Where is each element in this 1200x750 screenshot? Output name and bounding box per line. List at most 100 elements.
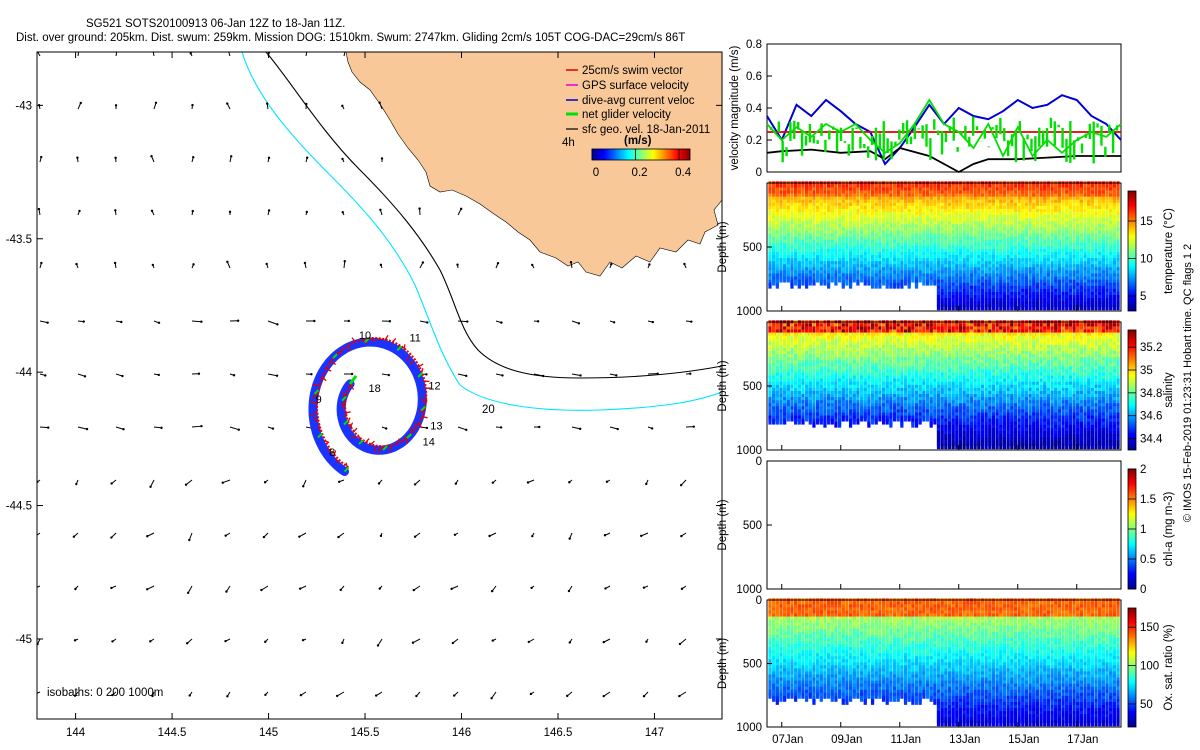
profile-sample xyxy=(797,366,801,373)
velocity-arrow-head xyxy=(260,588,263,592)
profile-sample xyxy=(786,227,790,234)
profile-sample xyxy=(995,215,999,222)
profile-sample xyxy=(790,415,794,422)
profile-sample xyxy=(907,282,911,289)
legend-label-net: net glider velocity xyxy=(582,109,671,121)
profile-sample xyxy=(903,245,908,252)
isobath-200 xyxy=(265,52,722,379)
profile-sample xyxy=(863,227,867,234)
profile-sample xyxy=(790,208,794,215)
profile-sample xyxy=(801,378,805,385)
profile-sample xyxy=(794,397,798,404)
profile-sample xyxy=(1050,218,1054,225)
profile-sample xyxy=(775,338,779,345)
profile-sample xyxy=(874,251,878,258)
profile-sample xyxy=(786,412,790,419)
profile-sample xyxy=(772,181,776,188)
profile-sample xyxy=(914,196,919,203)
profile-sample xyxy=(1017,261,1021,268)
profile-sample xyxy=(980,248,985,255)
profile-sample xyxy=(1050,285,1054,292)
profile-sample xyxy=(940,255,944,262)
profile-sample xyxy=(955,218,959,225)
profile-sample xyxy=(819,354,823,361)
profile-sample xyxy=(1021,208,1025,215)
profile-sample xyxy=(830,326,834,333)
profile-sample xyxy=(1061,264,1065,271)
profile-sample xyxy=(794,384,798,391)
profile-sample xyxy=(834,369,838,376)
velocity-arrow-head xyxy=(76,156,79,159)
profile-sample xyxy=(768,381,772,388)
profile-sample xyxy=(848,279,853,286)
profile-sample xyxy=(867,267,871,274)
profile-sample xyxy=(944,304,948,311)
profile-sample xyxy=(1094,255,1098,262)
profile-sample xyxy=(819,341,823,348)
profile-sample xyxy=(805,390,809,397)
profile-sample xyxy=(819,375,823,382)
profile-sample xyxy=(874,248,878,255)
profile-sample xyxy=(1046,199,1050,206)
profile-sample xyxy=(1046,282,1050,289)
profile-sample xyxy=(936,193,941,200)
profile-sample xyxy=(896,267,900,274)
profile-sample xyxy=(786,248,790,255)
profile-sample xyxy=(892,205,897,212)
profile-sample xyxy=(936,288,941,295)
profile-sample xyxy=(885,273,889,280)
profile-sample xyxy=(1076,298,1080,305)
profile-sample xyxy=(1094,236,1098,243)
profile-sample xyxy=(859,245,864,252)
profile-sample xyxy=(823,363,827,370)
profile-sample xyxy=(816,242,820,249)
profile-sample xyxy=(1050,187,1054,194)
profile-sample xyxy=(786,390,790,397)
profile-sample xyxy=(830,248,834,255)
profile-sample xyxy=(1109,276,1113,283)
profile-sample xyxy=(900,208,904,215)
profile-sample xyxy=(797,205,801,212)
velocity-arrow-head xyxy=(113,261,117,265)
profile-sample xyxy=(892,187,897,194)
profile-sample xyxy=(830,412,834,419)
profile-sample xyxy=(863,279,867,286)
velocity-arrow-head xyxy=(452,694,456,697)
profile-sample xyxy=(790,378,794,385)
profile-sample xyxy=(1017,267,1021,274)
profile-sample xyxy=(955,193,959,200)
profile-sample xyxy=(969,251,974,258)
net-velocity-latest xyxy=(348,374,358,385)
profile-sample xyxy=(827,323,831,330)
profile-sample xyxy=(1101,291,1105,298)
profile-sample xyxy=(1046,248,1050,255)
velocity-arrow-head xyxy=(656,372,659,375)
profile-sample xyxy=(1116,199,1120,206)
profile-sample xyxy=(1010,181,1014,188)
profile-sample xyxy=(969,205,974,212)
profile-sample xyxy=(823,387,827,394)
profile-sample xyxy=(816,347,820,354)
profile-sample xyxy=(838,394,842,401)
profile-sample xyxy=(1028,239,1032,246)
profile-sample xyxy=(790,239,794,246)
profile-sample xyxy=(1021,270,1025,277)
profile-sample xyxy=(1087,251,1091,258)
profile-sample xyxy=(874,255,878,262)
profile-sample xyxy=(1021,294,1025,301)
profile-sample xyxy=(816,344,820,351)
profile-sample xyxy=(918,239,922,246)
profile-sample xyxy=(914,190,919,197)
profile-sample xyxy=(867,224,871,231)
profile-sample xyxy=(988,196,992,203)
profile-sample xyxy=(1098,187,1102,194)
profile-sample xyxy=(933,215,937,222)
profile-sample xyxy=(914,242,919,249)
profile-sample xyxy=(1050,224,1054,231)
profile-sample xyxy=(848,276,853,283)
profile-sample xyxy=(841,347,845,354)
velocity-arrow-head xyxy=(40,155,43,159)
profile-sample xyxy=(1083,187,1087,194)
profile-sample xyxy=(1079,255,1083,262)
profile-sample xyxy=(878,212,882,218)
